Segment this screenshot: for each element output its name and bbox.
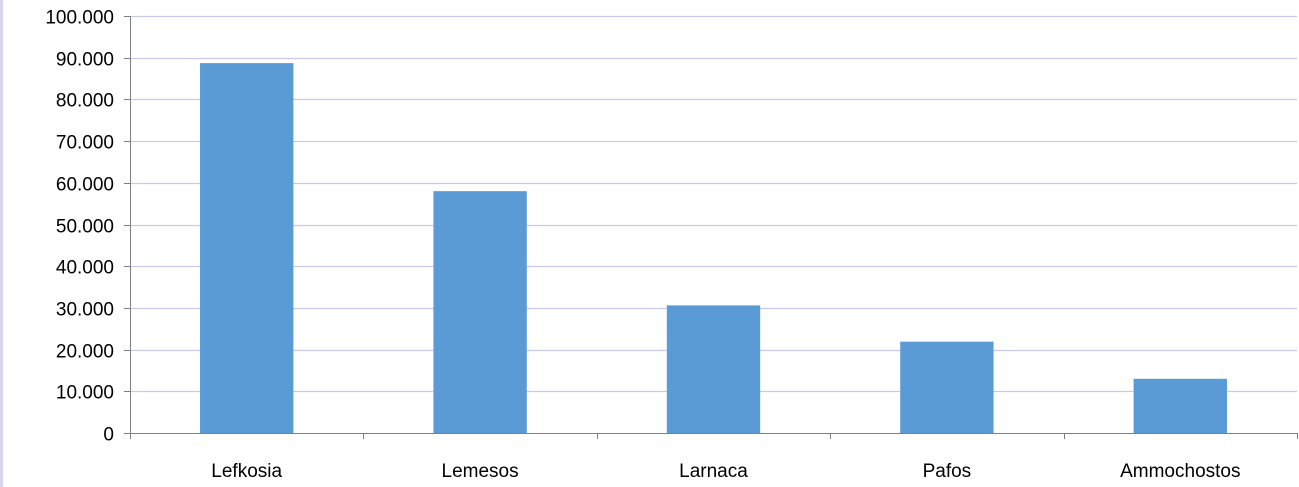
y-tick-label-8: 80.000 (56, 91, 114, 112)
x-category-label-lefkosia: Lefkosia (211, 461, 282, 482)
y-tick-label-9: 90.000 (56, 50, 114, 71)
y-tick-label-1: 10.000 (56, 383, 114, 404)
bars (200, 63, 1227, 433)
bar-larnaca (666, 305, 761, 433)
x-category-label-lemesos: Lemesos (442, 461, 519, 482)
bar-pafos (900, 341, 994, 433)
y-tick-label-2: 20.000 (56, 342, 114, 363)
x-category-label-pafos: Pafos (923, 461, 972, 482)
y-tick-label-7: 70.000 (56, 133, 114, 154)
bar-lemesos (433, 191, 527, 433)
x-category-label-ammochostos: Ammochostos (1120, 461, 1240, 482)
y-tick-label-0: 0 (103, 425, 114, 446)
y-tick-label-3: 30.000 (56, 300, 114, 321)
gridlines (130, 15, 1297, 393)
bar-lefkosia (200, 63, 294, 433)
y-tick-label-5: 50.000 (56, 217, 114, 238)
y-tick-label-6: 60.000 (56, 175, 114, 196)
bar-ammochostos (1133, 378, 1227, 433)
y-tick-label-4: 40.000 (56, 258, 114, 279)
axes (124, 16, 1298, 439)
y-tick-label-10: 100.000 (45, 8, 114, 29)
x-category-label-larnaca: Larnaca (679, 461, 748, 482)
labels: 0 10.000 20.000 30.000 40.000 50.000 60.000 70.… (45, 8, 1240, 483)
bar-chart: 0 10.000 20.000 30.000 40.000 50.000 60.000 70.… (45, 8, 1298, 483)
